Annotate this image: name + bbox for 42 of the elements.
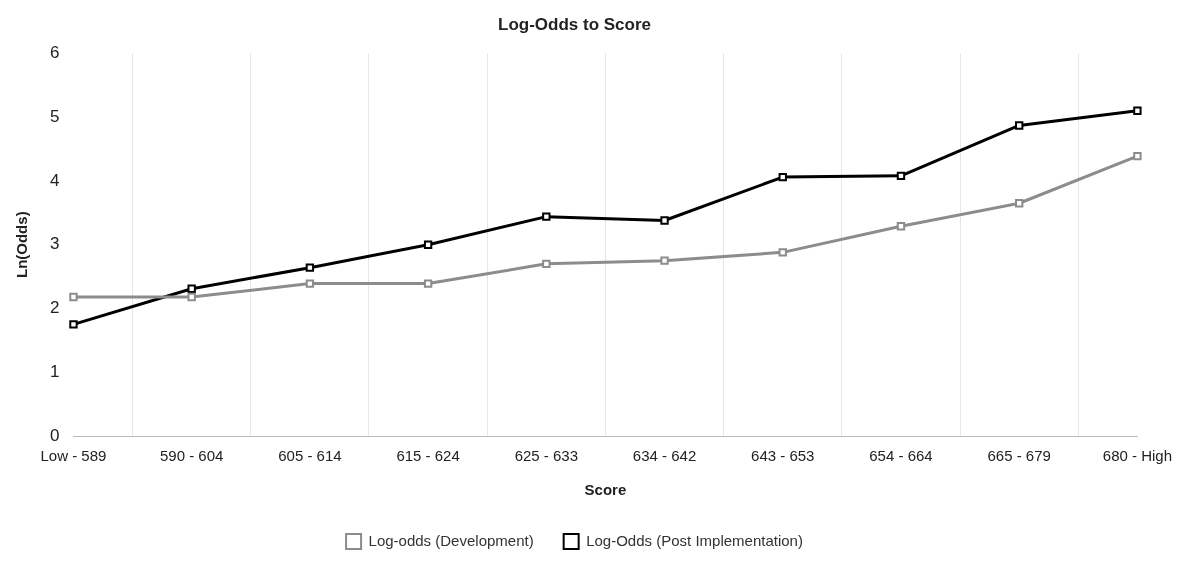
y-tick-label: 2 [49, 298, 60, 318]
point [187, 284, 196, 293]
x-tick-label: 615 - 624 [396, 447, 460, 465]
y-tick-label: 4 [49, 170, 60, 190]
point [423, 240, 433, 249]
point [423, 279, 433, 288]
y-tick-label: 3 [49, 234, 60, 254]
legend-label: Log-odds (Development) [368, 531, 534, 549]
point [778, 172, 787, 182]
point [778, 248, 787, 257]
point [1015, 121, 1024, 130]
point [660, 256, 669, 265]
point [1015, 199, 1024, 208]
x-tick-label: 643 - 653 [751, 447, 815, 465]
y-tick-label: 5 [49, 106, 60, 126]
y-axis-title: Ln(Odds) [13, 211, 31, 279]
x-tick-label: 625 - 633 [514, 447, 579, 465]
point [896, 171, 906, 181]
x-tick-label: 654 - 664 [869, 447, 933, 465]
x-tick-label: 634 - 642 [632, 447, 697, 465]
legend-label: Log-Odds (Post Implementation) [586, 531, 803, 549]
x-tick-label: Low - 589 [40, 447, 107, 465]
x-tick-label: 605 - 614 [278, 447, 342, 465]
point [660, 216, 669, 225]
x-tick-label: 590 - 604 [159, 447, 224, 465]
chart-title: Log-Odds to Score [498, 14, 651, 34]
point [542, 212, 551, 221]
point [896, 222, 906, 231]
point [1133, 151, 1142, 161]
y-tick-label: 0 [49, 425, 60, 445]
y-tick-label: 6 [49, 43, 60, 63]
point [69, 320, 78, 329]
x-axis-title: Score [584, 481, 627, 499]
y-tick-label: 1 [49, 361, 60, 381]
point [542, 259, 551, 269]
point [305, 263, 315, 272]
point [305, 279, 315, 288]
x-tick-label: 665 - 679 [987, 447, 1051, 465]
point [1133, 106, 1142, 115]
x-tick-label: 680 - High [1102, 447, 1173, 465]
point [187, 292, 196, 302]
point [69, 292, 78, 302]
